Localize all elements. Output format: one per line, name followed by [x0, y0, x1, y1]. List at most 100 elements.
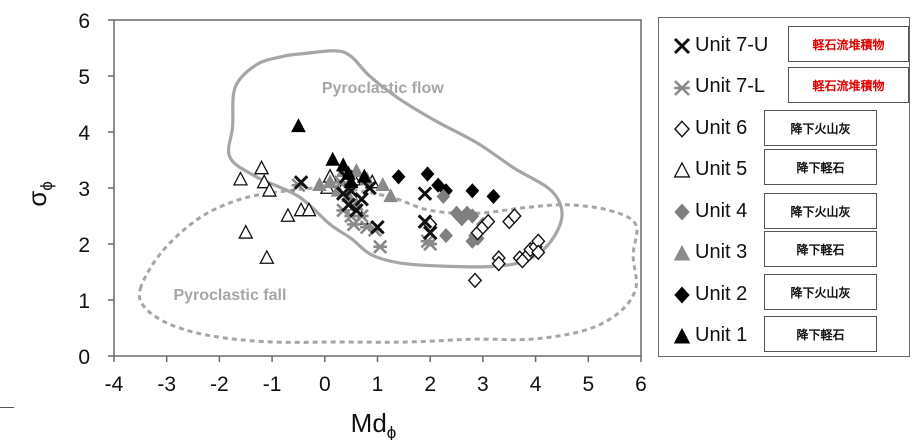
x-tick-label: 0: [319, 373, 331, 396]
y-tick-label: 5: [78, 66, 90, 89]
legend-marker-icon: [674, 286, 690, 304]
data-point: [531, 244, 546, 261]
data-point: [259, 249, 275, 264]
legend-item: Unit 7-U: [671, 30, 768, 60]
data-point: [481, 213, 496, 230]
axis-ticks: -4 -3 -2 -1 0 1 2 3 4 5 6 0 1 2 3 4 5 6: [78, 10, 647, 396]
data-point: [354, 191, 369, 207]
data-point: [507, 208, 522, 224]
data-point: [322, 174, 338, 189]
data-point: [423, 236, 438, 252]
legend-item: Unit 2: [671, 279, 747, 309]
fields-layer: Pyroclastic flow Pyroclastic fall: [137, 49, 639, 344]
series-unit-4: [436, 188, 490, 249]
data-point: [439, 228, 453, 244]
y-axis-label: σϕ: [22, 181, 56, 207]
y-tick-label: 1: [78, 290, 90, 313]
legend-item-label: Unit 7-L: [695, 75, 766, 97]
legend-marker-icon: [673, 37, 691, 55]
data-point: [515, 252, 530, 269]
legend: Unit 7-U 軽石流堆積物 Unit 7-L 軽石流堆積物 Unit 6 降下火山灰 U…: [658, 17, 910, 357]
data-point: [417, 214, 433, 229]
legend-item: Unit 1: [671, 321, 747, 351]
legend-marker-icon: [673, 244, 691, 260]
data-point: [391, 169, 406, 185]
legend-note-box: 降下軽石: [764, 316, 877, 352]
series-unit-1: [291, 118, 372, 189]
legend-note-box: 降下軽石: [764, 149, 877, 185]
x-tick-label: -4: [105, 373, 124, 396]
legend-item: Unit 4: [671, 196, 747, 226]
legend-item: Unit 7-L: [671, 72, 765, 102]
legend-item-label: Unit 7-U: [695, 33, 769, 56]
data-point: [373, 239, 388, 254]
data-point: [261, 182, 278, 197]
data-point: [486, 188, 501, 204]
pyroclastic-flow-label: Pyroclastic flow: [322, 80, 444, 97]
legend-marker-icon: [674, 79, 690, 96]
data-point: [465, 183, 480, 199]
legend-item-label: Unit 2: [695, 282, 748, 305]
legend-item-label: Unit 5: [695, 158, 748, 180]
data-point: [335, 157, 351, 172]
legend-item: Unit 3: [671, 238, 747, 268]
x-tick-label: 5: [582, 373, 594, 396]
data-point: [467, 272, 483, 289]
y-tick-label: 6: [78, 10, 90, 33]
y-tick-label: 3: [78, 178, 90, 201]
points-layer: [232, 118, 546, 289]
legend-item-label: Unit 1: [695, 324, 748, 346]
legend-note-box: 降下火山灰: [764, 110, 877, 146]
pyroclastic-flow-outline: [226, 49, 564, 269]
data-point: [420, 166, 435, 182]
legend-note-box: 軽石流堆積物: [788, 26, 909, 62]
data-point: [312, 176, 327, 191]
data-point: [256, 173, 272, 189]
data-point: [238, 224, 254, 239]
legend-item: Unit 6: [671, 113, 747, 143]
x-tick-label: -1: [263, 373, 282, 396]
data-point: [422, 225, 438, 241]
x-tick-label: 2: [424, 373, 436, 396]
y-tick-label: 2: [78, 234, 90, 257]
legend-marker-icon: [673, 327, 691, 343]
data-point: [436, 188, 451, 204]
data-point: [375, 176, 391, 191]
x-tick-label: 6: [635, 373, 647, 396]
data-point: [335, 186, 351, 201]
pyroclastic-fall-label: Pyroclastic fall: [173, 287, 286, 304]
legend-item-label: Unit 3: [695, 241, 748, 263]
series-unit-5: [232, 159, 380, 264]
series-unit-7-u: [293, 169, 438, 241]
x-tick-label: 3: [477, 373, 489, 396]
data-point: [232, 171, 249, 186]
data-point: [253, 159, 270, 175]
data-point: [417, 186, 433, 201]
legend-item-label: Unit 4: [695, 199, 748, 222]
x-tick-label: 1: [372, 373, 384, 396]
series-unit-6: [423, 208, 546, 289]
legend-marker-icon: [673, 161, 691, 178]
series-unit-2: [391, 166, 501, 204]
data-point: [325, 151, 341, 166]
legend-note-box: 軽石流堆積物: [788, 67, 909, 103]
legend-item: Unit 5: [671, 155, 747, 185]
data-point: [349, 203, 364, 218]
data-point: [341, 197, 356, 213]
data-point: [370, 219, 385, 235]
data-point: [280, 207, 296, 222]
data-point: [291, 118, 306, 133]
legend-note-box: 降下火山灰: [764, 274, 877, 310]
y-tick-label: 4: [78, 122, 90, 145]
data-point: [343, 174, 359, 189]
data-point: [362, 180, 377, 196]
data-point: [349, 162, 364, 177]
data-point: [383, 188, 399, 203]
stray-line-mark: [0, 407, 14, 408]
legend-note-box: 降下軽石: [764, 231, 877, 267]
x-tick-label: -2: [210, 373, 229, 396]
y-tick-label: 0: [78, 346, 90, 369]
legend-marker-icon: [674, 120, 690, 138]
data-point: [301, 201, 317, 217]
